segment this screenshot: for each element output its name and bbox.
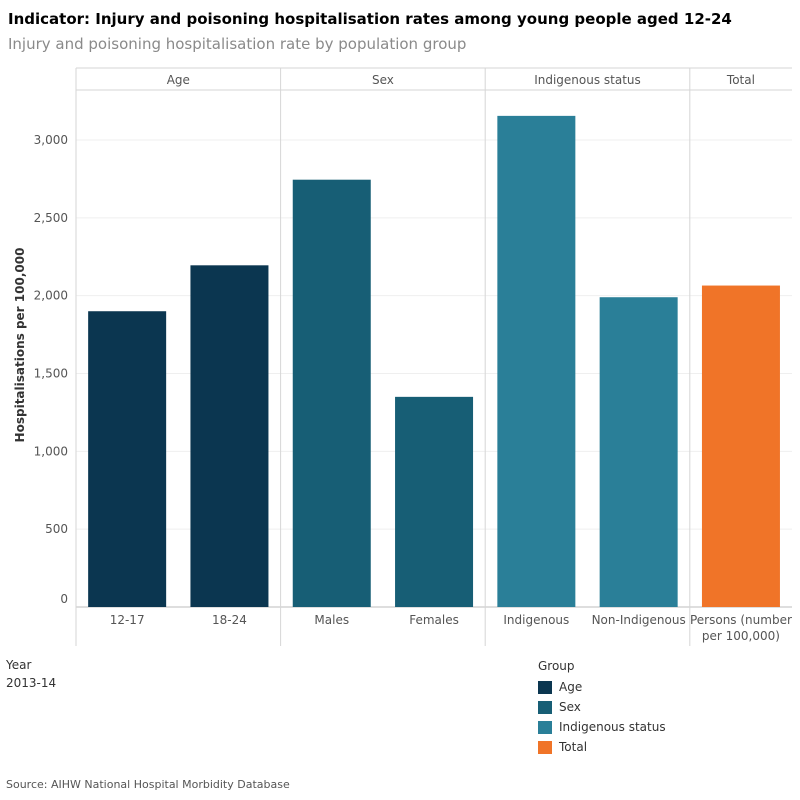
bar[interactable]: [88, 311, 167, 607]
y-tick-label: 2,000: [34, 289, 68, 303]
legend: Group Age Sex Indigenous status Total: [538, 659, 666, 757]
bar[interactable]: [599, 297, 678, 607]
x-tick-label: Non-Indigenous: [592, 613, 686, 627]
bar[interactable]: [292, 179, 371, 607]
panel-header-label: Age: [167, 73, 190, 87]
x-tick-label: Indigenous: [503, 613, 569, 627]
legend-item-sex[interactable]: Sex: [538, 697, 666, 717]
y-tick-label: 1,500: [34, 367, 68, 381]
legend-label-sex: Sex: [559, 700, 581, 714]
bar[interactable]: [701, 285, 780, 607]
y-tick-label: 1,000: [34, 444, 68, 458]
x-tick-label: Males: [314, 613, 349, 627]
legend-item-total[interactable]: Total: [538, 737, 666, 757]
y-axis-title: Hospitalisations per 100,000: [13, 248, 27, 443]
panel-header-label: Indigenous status: [534, 73, 641, 87]
y-tick-label: 2,500: [34, 211, 68, 225]
legend-swatch-sex: [538, 700, 552, 714]
legend-swatch-total: [538, 740, 552, 754]
x-tick-label: 12-17: [110, 613, 145, 627]
legend-label-total: Total: [559, 740, 588, 754]
legend-item-indigenous-status[interactable]: Indigenous status: [538, 717, 666, 737]
legend-label-indigenous-status: Indigenous status: [559, 720, 666, 734]
bar[interactable]: [190, 265, 269, 607]
panel-header-label: Total: [726, 73, 755, 87]
year-filter-value[interactable]: 2013-14: [6, 676, 57, 690]
y-tick-label: 3,000: [34, 133, 68, 147]
y-tick-label: 0: [60, 592, 68, 606]
bar[interactable]: [497, 115, 576, 607]
x-tick-label: Females: [409, 613, 459, 627]
bar-chart: Age Sex Indigenous status Total 12-17 18-24 Ma…: [13, 67, 792, 646]
legend-swatch-age: [538, 680, 552, 694]
source-note: Source: AIHW National Hospital Morbidity…: [6, 778, 290, 791]
chart-subtitle: Injury and poisoning hospitalisation rat…: [8, 35, 467, 53]
y-tick-label: 500: [45, 522, 68, 536]
year-filter-label: Year: [6, 658, 32, 672]
panel-header-label: Sex: [372, 73, 394, 87]
legend-label-age: Age: [559, 680, 583, 694]
legend-item-age[interactable]: Age: [538, 677, 666, 697]
chart-title: Indicator: Injury and poisoning hospital…: [8, 10, 732, 28]
legend-title: Group: [538, 659, 575, 673]
legend-swatch-indigenous-status: [538, 720, 552, 734]
x-tick-label: 18-24: [212, 613, 247, 627]
x-tick-label: Persons (number per 100,000): [690, 613, 792, 643]
bar[interactable]: [395, 396, 474, 607]
